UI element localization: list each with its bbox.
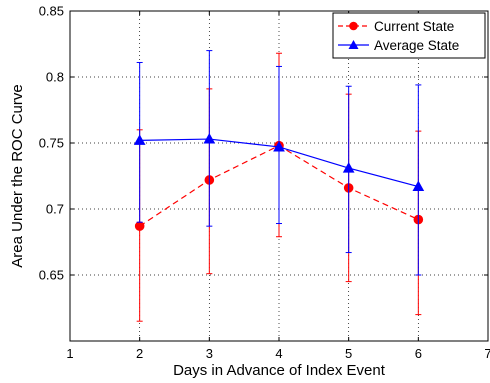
legend-marker-current-state xyxy=(349,22,358,31)
x-tick-label: 4 xyxy=(275,346,282,361)
x-tick-label: 2 xyxy=(136,346,143,361)
x-tick-label: 6 xyxy=(415,346,422,361)
legend-label-average-state: Average State xyxy=(374,38,459,53)
y-tick-label: 0.8 xyxy=(46,70,64,85)
y-tick-label: 0.75 xyxy=(39,136,64,151)
legend-label-current-state: Current State xyxy=(374,19,454,34)
x-tick-label: 5 xyxy=(345,346,352,361)
y-tick-label: 0.7 xyxy=(46,202,64,217)
x-tick-label: 1 xyxy=(66,346,73,361)
data-point xyxy=(135,222,144,231)
y-axis-label: Area Under the ROC Curve xyxy=(9,84,26,267)
x-tick-label: 7 xyxy=(484,346,490,361)
legend: Current State Average State xyxy=(333,13,485,58)
x-tick-label: 3 xyxy=(206,346,213,361)
x-axis-label: Days in Advance of Index Event xyxy=(173,362,386,379)
y-tick-label: 0.65 xyxy=(39,268,64,283)
y-tick-label: 0.85 xyxy=(39,4,64,19)
